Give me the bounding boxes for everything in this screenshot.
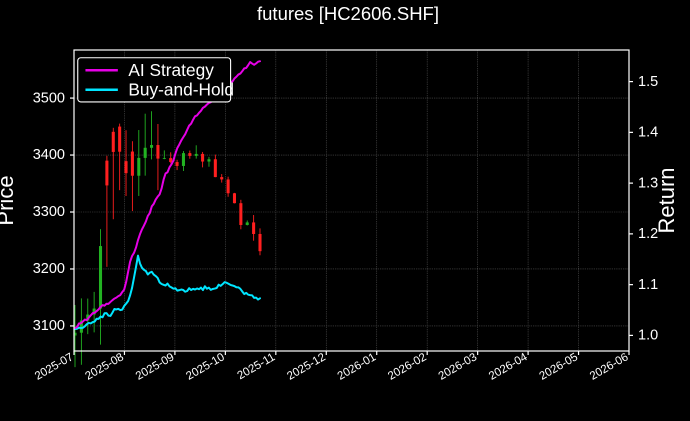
svg-text:3100: 3100	[33, 318, 65, 334]
svg-text:1.4: 1.4	[638, 125, 658, 141]
svg-text:Buy-and-Hold: Buy-and-Hold	[128, 79, 234, 99]
svg-text:1.1: 1.1	[638, 277, 658, 293]
svg-text:Return: Return	[654, 167, 679, 233]
svg-text:Price: Price	[0, 175, 18, 225]
svg-text:3400: 3400	[33, 147, 65, 163]
svg-text:1.0: 1.0	[638, 328, 658, 344]
svg-text:1.5: 1.5	[638, 74, 658, 90]
svg-text:3300: 3300	[33, 204, 65, 220]
svg-text:3200: 3200	[33, 261, 65, 277]
svg-text:3500: 3500	[33, 90, 65, 106]
svg-text:futures [HC2606.SHF]: futures [HC2606.SHF]	[257, 3, 439, 24]
svg-text:AI Strategy: AI Strategy	[128, 60, 214, 80]
